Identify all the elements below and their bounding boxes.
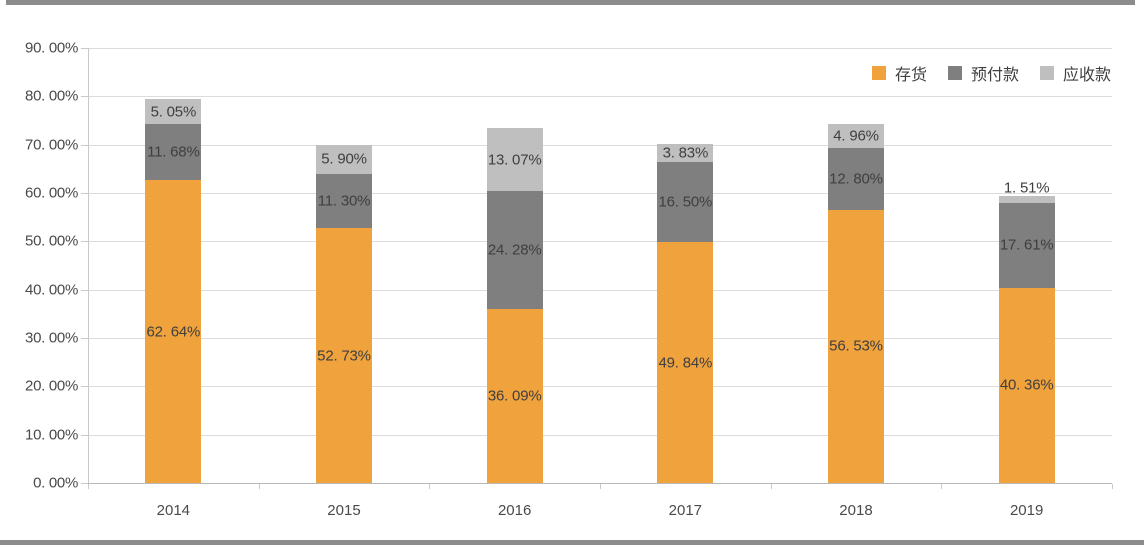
y-axis-tick-40 (81, 289, 88, 291)
gridline-80 (88, 96, 1112, 98)
value-label-2016-prepayments: 24. 28% (487, 241, 542, 259)
x-axis-tick-5 (941, 484, 943, 489)
bar-segment-2016-inventory (486, 308, 543, 483)
x-axis-label-2018: 2018 (839, 502, 873, 519)
legend-swatch-prepayments-icon (947, 66, 962, 80)
gridline-30 (88, 338, 1112, 339)
value-label-2018-inventory: 56. 53% (829, 337, 883, 355)
value-label-2014-inventory: 62. 64% (146, 323, 201, 341)
x-axis-label-2016: 2016 (497, 502, 532, 519)
value-label-2016-inventory: 36. 09% (487, 387, 542, 405)
bar-segment-2019-receivables (998, 195, 1055, 203)
legend-item-inventory: 存货 (871, 61, 927, 85)
bottom-border-bar (0, 540, 1144, 545)
y-axis-label-60: 60. 00% (25, 184, 78, 202)
value-label-2017-receivables: 3. 83% (662, 144, 709, 162)
bar-segment-2014-receivables (145, 99, 202, 124)
bar-segment-2016-prepayments (486, 191, 543, 309)
y-axis-label-80: 80. 00% (25, 87, 78, 105)
top-border-bar (6, 0, 1135, 5)
y-axis-label-90: 90. 00% (25, 39, 78, 57)
y-axis-tick-10 (81, 434, 88, 436)
x-axis-tick-6 (1112, 484, 1113, 489)
value-label-2018-prepayments: 12. 80% (829, 170, 883, 188)
y-axis-tick-20 (81, 386, 88, 388)
bar-segment-2017-inventory (657, 242, 714, 483)
x-axis-label-2014: 2014 (156, 502, 191, 519)
legend-item-prepayments: 预付款 (947, 61, 1019, 85)
y-axis-tick-80 (81, 96, 88, 98)
gridline-20 (88, 386, 1112, 388)
y-axis-tick-50 (81, 241, 88, 243)
legend-label-prepayments: 预付款 (970, 65, 1019, 84)
x-axis-line (88, 483, 1112, 484)
y-axis-label-50: 50. 00% (25, 232, 78, 250)
bar-segment-2017-prepayments (657, 162, 714, 243)
bar-segment-2014-prepayments (145, 123, 202, 181)
gridline-70 (88, 144, 1112, 146)
gridline-10 (88, 434, 1112, 436)
bar-segment-2018-prepayments (828, 147, 884, 210)
bar-segment-2015-receivables (316, 145, 372, 174)
bar-segment-2018-inventory (828, 209, 884, 483)
legend-item-receivables: 应收款 (1039, 61, 1111, 85)
value-label-2014-receivables: 5. 05% (150, 103, 197, 121)
x-axis-tick-3 (600, 484, 601, 489)
y-axis-label-0: 0. 00% (33, 474, 78, 492)
value-label-2016-receivables: 13. 07% (487, 151, 542, 169)
value-label-2019-inventory: 40. 36% (999, 376, 1054, 394)
bar-segment-2018-receivables (828, 123, 884, 148)
x-axis-label-2017: 2017 (668, 502, 703, 519)
chart-legend: 存货 预付款 应收款 (871, 61, 1111, 85)
y-axis-line (88, 48, 89, 483)
y-axis-tick-70 (81, 144, 88, 146)
value-label-2015-receivables: 5. 90% (321, 150, 367, 168)
y-axis-tick-30 (81, 338, 88, 339)
y-axis-tick-0 (81, 483, 88, 484)
bar-segment-2016-receivables (486, 128, 543, 192)
y-axis-label-20: 20. 00% (25, 377, 78, 395)
y-axis-label-40: 40. 00% (25, 281, 78, 299)
gridline-50 (88, 241, 1112, 243)
x-axis-label-2015: 2015 (327, 502, 361, 519)
x-axis-tick-0 (88, 484, 89, 489)
y-axis-label-70: 70. 00% (25, 136, 78, 154)
value-label-2017-prepayments: 16. 50% (658, 193, 713, 211)
y-axis-tick-90 (81, 48, 88, 49)
value-label-2017-inventory: 49. 84% (658, 354, 713, 372)
y-axis-label-30: 30. 00% (25, 329, 78, 347)
value-label-2019-prepayments: 17. 61% (999, 236, 1054, 254)
gridline-60 (88, 193, 1112, 194)
bar-segment-2019-inventory (998, 287, 1055, 483)
x-axis-label-2019: 2019 (1009, 502, 1044, 519)
y-axis-tick-60 (81, 193, 88, 194)
value-label-2015-prepayments: 11. 30% (317, 192, 371, 210)
bar-segment-2015-inventory (316, 228, 372, 483)
gridline-90 (88, 48, 1112, 49)
x-axis-tick-4 (770, 484, 772, 489)
bar-segment-2019-prepayments (998, 202, 1055, 288)
value-label-2019-receivables: 1. 51% (1003, 179, 1050, 196)
value-label-2014-prepayments: 11. 68% (147, 143, 200, 161)
x-axis-tick-1 (258, 484, 260, 489)
y-axis-label-10: 10. 00% (25, 426, 78, 444)
legend-label-inventory: 存货 (894, 65, 927, 84)
bar-segment-2017-receivables (657, 143, 714, 163)
legend-label-receivables: 应收款 (1062, 65, 1111, 84)
legend-swatch-inventory-icon (871, 66, 886, 80)
gridline-40 (88, 289, 1112, 291)
value-label-2015-inventory: 52. 73% (317, 347, 371, 365)
x-axis-tick-2 (429, 484, 431, 489)
bar-segment-2015-prepayments (316, 173, 372, 229)
legend-swatch-receivables-icon (1039, 66, 1054, 80)
bar-segment-2014-inventory (145, 180, 202, 483)
value-label-2018-receivables: 4. 96% (833, 127, 879, 145)
